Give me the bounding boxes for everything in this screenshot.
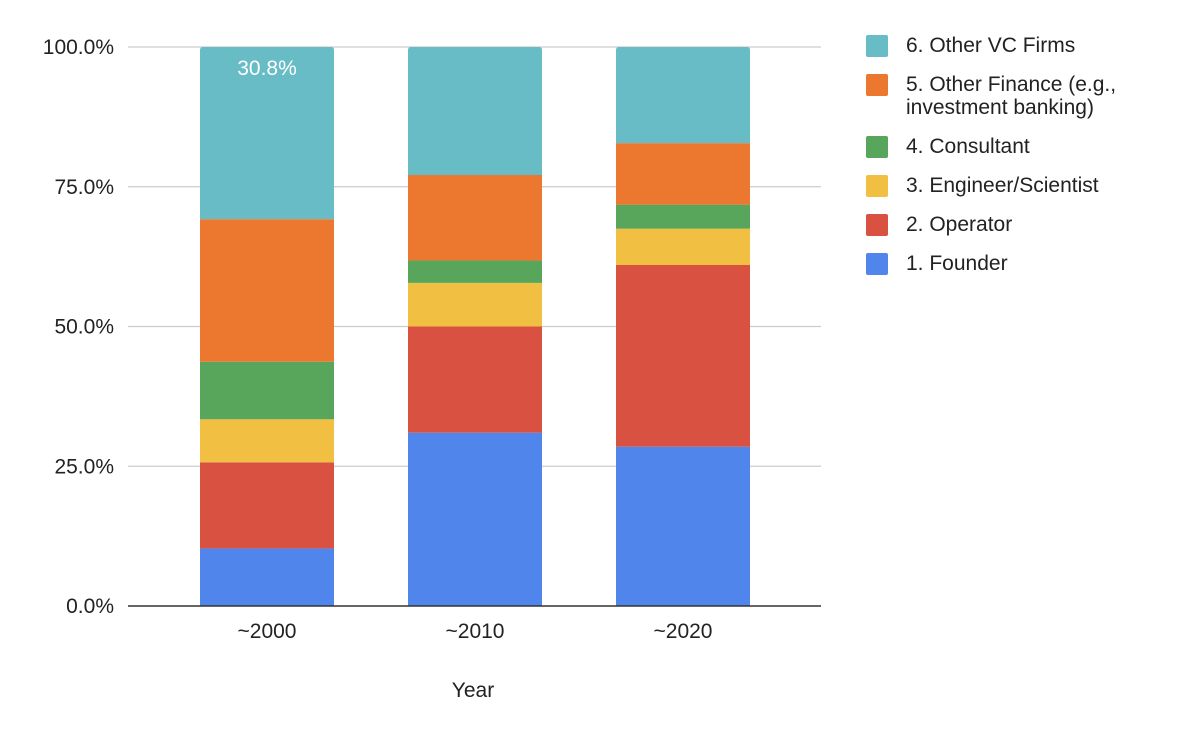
bar-segment — [408, 260, 542, 283]
legend-label: 6. Other VC Firms — [906, 34, 1076, 57]
legend-item: 4. Consultant — [866, 135, 1166, 158]
y-tick-label: 100.0% — [43, 36, 114, 59]
legend-item: 3. Engineer/Scientist — [866, 174, 1166, 197]
legend-label: 3. Engineer/Scientist — [906, 174, 1099, 197]
bar-segment — [408, 175, 542, 261]
bar-segment — [200, 548, 334, 606]
bar-segment — [200, 47, 334, 220]
bar-segment — [408, 282, 542, 327]
legend-label: 2. Operator — [906, 213, 1013, 236]
legend: 6. Other VC Firms 5. Other Finance (e.g.,… — [866, 34, 1166, 291]
legend-swatch — [866, 214, 888, 236]
y-tick-label: 50.0% — [54, 316, 114, 339]
bar-segment — [200, 219, 334, 362]
bars — [200, 47, 750, 606]
bar-segment — [408, 326, 542, 433]
x-tick-label: ~2010 — [446, 620, 505, 643]
legend-swatch — [866, 74, 888, 96]
legend-item: 5. Other Finance (e.g., investment banki… — [866, 73, 1166, 119]
bar-segment — [616, 265, 750, 447]
data-label: 30.8% — [237, 57, 297, 80]
legend-swatch — [866, 136, 888, 158]
bar-segment — [616, 446, 750, 606]
axes: 0.0% 25.0% 50.0% 75.0% 100.0% ~2000 ~2010 ~2020 — [43, 36, 821, 643]
legend-swatch — [866, 175, 888, 197]
bar-segment — [200, 361, 334, 420]
x-tick-label: ~2000 — [238, 620, 297, 643]
legend-swatch — [866, 253, 888, 275]
y-tick-label: 0.0% — [66, 595, 114, 618]
bar-segment — [616, 143, 750, 205]
bar-segment — [200, 419, 334, 463]
legend-label: 4. Consultant — [906, 135, 1030, 158]
legend-label: 5. Other Finance (e.g., investment banki… — [906, 73, 1117, 119]
bar-segment — [616, 47, 750, 144]
y-tick-label: 75.0% — [54, 176, 114, 199]
legend-item: 1. Founder — [866, 252, 1166, 275]
x-axis-title: Year — [452, 679, 494, 702]
bar-segment — [200, 462, 334, 549]
data-labels: 30.8% — [237, 57, 297, 80]
bar-segment — [616, 204, 750, 229]
legend-swatch — [866, 35, 888, 57]
bar-segment — [616, 228, 750, 266]
bar-segment — [408, 47, 542, 176]
legend-item: 2. Operator — [866, 213, 1166, 236]
legend-item: 6. Other VC Firms — [866, 34, 1166, 57]
bar-segment — [408, 432, 542, 606]
x-tick-label: ~2020 — [654, 620, 713, 643]
y-tick-label: 25.0% — [54, 455, 114, 478]
legend-label: 1. Founder — [906, 252, 1008, 275]
